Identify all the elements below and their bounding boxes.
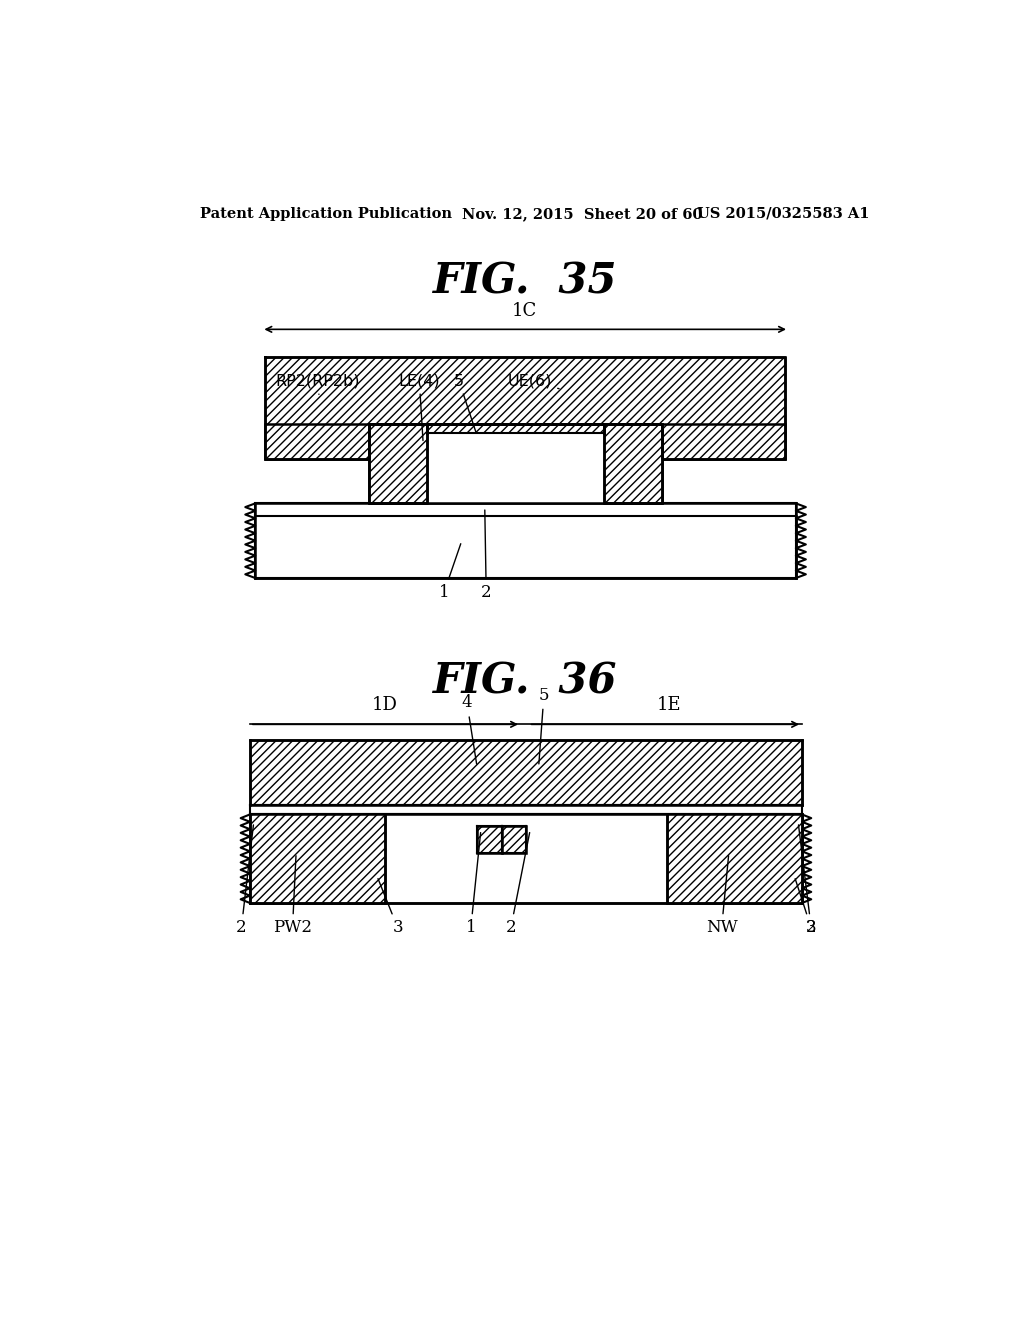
Bar bbox=[662, 424, 785, 459]
Bar bbox=[427, 424, 604, 503]
Text: 1C: 1C bbox=[512, 302, 538, 321]
Text: US 2015/0325583 A1: US 2015/0325583 A1 bbox=[696, 207, 869, 220]
Text: 2: 2 bbox=[506, 833, 529, 936]
Bar bbox=[265, 424, 370, 459]
Text: RP2(RP2b): RP2(RP2b) bbox=[275, 374, 359, 395]
Text: UE(6): UE(6) bbox=[508, 374, 559, 388]
Bar bbox=[250, 814, 802, 903]
Bar bbox=[370, 424, 427, 503]
Bar bbox=[255, 516, 796, 578]
Bar bbox=[370, 424, 662, 459]
Text: 1: 1 bbox=[466, 833, 480, 936]
Text: FIG.  36: FIG. 36 bbox=[432, 661, 617, 704]
Text: 3: 3 bbox=[796, 879, 816, 936]
Bar bbox=[370, 424, 662, 503]
Bar bbox=[265, 358, 785, 459]
Text: 2: 2 bbox=[237, 825, 253, 936]
Text: 2: 2 bbox=[481, 510, 492, 602]
Text: FIG.  35: FIG. 35 bbox=[432, 260, 617, 302]
Text: 2: 2 bbox=[799, 825, 816, 936]
Text: PW2: PW2 bbox=[273, 855, 312, 936]
Bar bbox=[255, 503, 796, 578]
Text: Patent Application Publication: Patent Application Publication bbox=[200, 207, 452, 220]
Text: Nov. 12, 2015  Sheet 20 of 60: Nov. 12, 2015 Sheet 20 of 60 bbox=[462, 207, 702, 220]
Bar bbox=[250, 814, 385, 903]
Bar bbox=[502, 826, 526, 853]
Bar bbox=[250, 805, 802, 814]
Text: 4: 4 bbox=[462, 694, 476, 764]
Text: 5: 5 bbox=[539, 686, 549, 764]
Bar bbox=[429, 433, 602, 502]
Bar bbox=[477, 826, 502, 853]
Text: 3: 3 bbox=[378, 879, 403, 936]
Text: NW: NW bbox=[706, 855, 737, 936]
Text: 1D: 1D bbox=[372, 697, 397, 714]
Bar bbox=[427, 424, 604, 433]
Bar bbox=[668, 814, 802, 903]
Text: 1: 1 bbox=[438, 544, 461, 602]
Text: 5: 5 bbox=[454, 374, 476, 433]
Text: 1E: 1E bbox=[657, 697, 682, 714]
Bar bbox=[250, 739, 802, 805]
Text: LE(4): LE(4) bbox=[398, 374, 440, 441]
Bar bbox=[604, 424, 662, 503]
